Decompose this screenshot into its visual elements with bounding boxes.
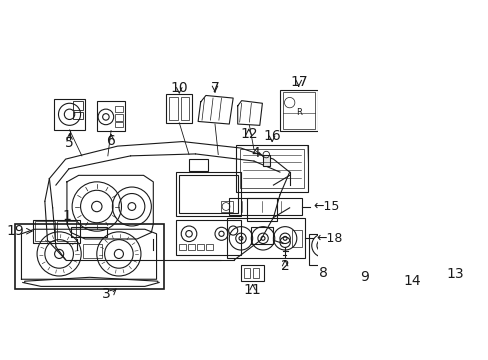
Text: R: R xyxy=(295,108,301,117)
Bar xyxy=(15,224,164,289)
Text: 13: 13 xyxy=(446,267,463,281)
Text: 1: 1 xyxy=(62,209,71,223)
Bar xyxy=(176,220,241,255)
Bar xyxy=(57,221,76,241)
Bar xyxy=(54,99,85,130)
Bar xyxy=(229,198,302,215)
Bar xyxy=(221,201,233,212)
Text: 12: 12 xyxy=(240,127,257,141)
Bar xyxy=(247,198,276,221)
Bar xyxy=(97,101,125,131)
Text: ←15: ←15 xyxy=(313,200,339,213)
Bar xyxy=(263,154,269,166)
Bar xyxy=(348,230,379,237)
Bar xyxy=(180,97,189,120)
Text: 14: 14 xyxy=(403,274,420,288)
Text: 16: 16 xyxy=(263,129,281,143)
Bar xyxy=(196,243,203,250)
Bar xyxy=(236,145,307,192)
Text: 8: 8 xyxy=(318,266,327,280)
Bar xyxy=(240,149,304,188)
Bar xyxy=(176,172,241,216)
Bar xyxy=(205,243,213,250)
Bar xyxy=(82,243,102,258)
Text: 11: 11 xyxy=(244,283,261,297)
Bar xyxy=(241,265,264,280)
Bar xyxy=(115,122,122,127)
Text: 4: 4 xyxy=(251,145,260,159)
Bar xyxy=(282,92,314,129)
Bar xyxy=(226,218,304,258)
Bar xyxy=(407,257,417,264)
Text: 19: 19 xyxy=(6,224,24,238)
Bar xyxy=(178,243,185,250)
Bar xyxy=(348,235,379,267)
Bar xyxy=(73,112,82,120)
Text: 6: 6 xyxy=(106,134,115,148)
Text: 9: 9 xyxy=(359,270,368,284)
Text: 2: 2 xyxy=(280,258,289,273)
Text: 7: 7 xyxy=(210,81,219,95)
Text: 5: 5 xyxy=(65,136,74,150)
Bar xyxy=(166,94,192,123)
Text: 3: 3 xyxy=(102,287,110,301)
Bar xyxy=(252,267,259,278)
Bar xyxy=(115,114,122,121)
Text: ←18: ←18 xyxy=(316,232,342,245)
Bar xyxy=(243,267,249,278)
Bar xyxy=(291,230,302,247)
Bar xyxy=(187,243,194,250)
Text: 10: 10 xyxy=(170,81,188,95)
Bar xyxy=(308,234,337,265)
Bar xyxy=(466,247,476,255)
Bar xyxy=(73,101,82,111)
Bar xyxy=(189,159,208,171)
Bar xyxy=(179,175,237,213)
Bar xyxy=(71,227,106,237)
Bar xyxy=(445,253,464,262)
Bar xyxy=(279,90,317,131)
Bar xyxy=(35,221,55,241)
Bar xyxy=(115,106,122,112)
Bar xyxy=(250,227,273,243)
Bar xyxy=(33,220,80,243)
Bar xyxy=(168,97,178,120)
Text: 17: 17 xyxy=(289,75,307,89)
